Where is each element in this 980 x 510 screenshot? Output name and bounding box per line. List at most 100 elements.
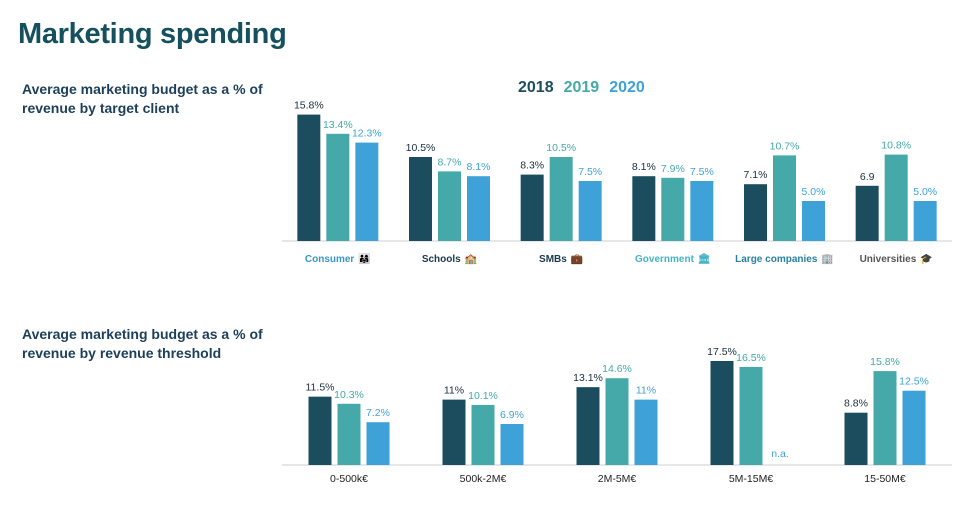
data-label-2018: 13.1% xyxy=(573,372,603,384)
category-label-text: 0-500k€ xyxy=(330,473,368,485)
bar-2020 xyxy=(902,390,926,465)
category-label-text: 2M-5M€ xyxy=(598,473,637,485)
bar-2018 xyxy=(632,176,656,241)
data-label-2018: 17.5% xyxy=(707,346,737,358)
data-label-2020: 8.1% xyxy=(467,161,491,173)
bar-2020 xyxy=(634,399,658,465)
category-label: Government 🏛 xyxy=(635,253,711,265)
data-label-2019: 10.7% xyxy=(770,140,800,152)
category-label-text: 500k-2M€ xyxy=(460,473,507,485)
family-icon: 👨‍👩‍👧 xyxy=(358,252,370,265)
bar-2019 xyxy=(438,171,461,241)
bar-2019 xyxy=(605,378,629,465)
bar-2020 xyxy=(690,181,714,241)
bar-2018 xyxy=(308,396,332,465)
bar-2019 xyxy=(471,404,495,465)
bar-2019 xyxy=(326,133,350,241)
chart-1-title: Average marketing budget as a % of reven… xyxy=(22,81,263,116)
bar-2020 xyxy=(913,201,937,241)
bar-2020 xyxy=(366,422,390,465)
data-label-2018: 8.1% xyxy=(632,161,656,173)
data-label-2020: 7.5% xyxy=(578,166,602,178)
bar-2018 xyxy=(297,114,321,241)
data-label-2019: 10.8% xyxy=(881,140,911,152)
bar-2019 xyxy=(873,371,897,465)
category-label-text: Large companies xyxy=(735,254,818,265)
office-building-icon: 🏢 xyxy=(821,253,833,265)
data-label-2019: 10.1% xyxy=(468,390,498,402)
chart-2-title: Average marketing budget as a % of reven… xyxy=(22,326,263,361)
bar-2020 xyxy=(467,176,490,241)
bar-2019 xyxy=(661,177,685,241)
data-label-2018: 10.5% xyxy=(406,142,436,154)
data-label-2020: 7.5% xyxy=(690,166,714,178)
bar-2018 xyxy=(442,399,466,465)
data-label-2019: 8.7% xyxy=(438,156,462,168)
bar-2019 xyxy=(884,154,908,241)
briefcase-icon: 💼 xyxy=(571,254,584,265)
category-label: Universities 🎓 xyxy=(860,253,933,265)
category-label-text: SMBs xyxy=(539,254,567,265)
data-label-2018: 8.3% xyxy=(520,160,544,172)
bar-2018 xyxy=(710,361,734,465)
category-label: Large companies 🏢 xyxy=(735,253,834,265)
legend-item-2018: 2018 xyxy=(518,79,554,96)
bar-2018 xyxy=(409,157,432,241)
data-label-2020: 12.3% xyxy=(352,128,382,140)
school-icon: 🏫 xyxy=(465,254,478,265)
data-label-2019: 13.4% xyxy=(323,119,353,131)
category-label: 15-50M€ xyxy=(864,473,906,485)
bar-2020 xyxy=(578,181,602,241)
bar-2018 xyxy=(520,174,544,241)
category-label-text: 15-50M€ xyxy=(864,473,906,485)
category-label-text: Universities xyxy=(860,254,917,265)
category-label-text: Government xyxy=(635,254,695,265)
data-label-2020: 12.5% xyxy=(899,376,929,388)
data-label-2020: 11% xyxy=(636,385,656,397)
data-label-2018: 6.9 xyxy=(860,171,875,183)
data-label-2020: 6.9% xyxy=(500,409,524,421)
legend-item-2019: 2019 xyxy=(563,79,600,96)
page-title: Marketing spending xyxy=(18,18,287,50)
legend-item-2020: 2020 xyxy=(609,79,645,96)
bar-2020 xyxy=(500,423,524,465)
data-label-2018: 7.1% xyxy=(744,169,768,181)
bar-2020 xyxy=(802,201,825,241)
category-label: 5M-15M€ xyxy=(729,473,774,485)
bar-2019 xyxy=(549,157,573,241)
data-label-2018: 15.8% xyxy=(294,100,324,112)
bar-2019 xyxy=(773,155,796,241)
data-label-2019: 10.5% xyxy=(546,142,576,154)
bar-2018 xyxy=(855,185,879,241)
data-label-2019: 7.9% xyxy=(661,163,685,175)
category-label: 2M-5M€ xyxy=(598,473,637,485)
bar-2020 xyxy=(355,142,379,241)
legend: 2018 2019 2020 xyxy=(518,79,645,97)
bar-2018 xyxy=(744,184,767,241)
data-label-2019: 15.8% xyxy=(870,356,900,368)
category-label: 500k-2M€ xyxy=(460,473,507,485)
category-label: SMBs 💼 xyxy=(539,254,584,265)
government-building-icon: 🏛 xyxy=(698,253,711,265)
data-label-2020: 5.0% xyxy=(802,186,826,198)
data-label-2020: n.a. xyxy=(771,448,789,460)
category-label: 0-500k€ xyxy=(330,473,368,485)
bar-2019 xyxy=(337,403,361,465)
category-label: Consumer 👨‍👩‍👧 xyxy=(305,252,371,265)
data-label-2019: 10.3% xyxy=(334,389,364,401)
category-label: Schools 🏫 xyxy=(422,254,478,265)
bar-2019 xyxy=(739,366,763,465)
data-label-2018: 11% xyxy=(444,385,464,397)
data-label-2019: 14.6% xyxy=(602,363,632,375)
data-label-2019: 16.5% xyxy=(736,352,766,364)
bar-2018 xyxy=(844,412,868,465)
data-label-2018: 8.8% xyxy=(844,398,868,410)
data-label-2018: 11.5% xyxy=(306,382,335,394)
category-label-text: Schools xyxy=(422,254,461,265)
data-label-2020: 5.0% xyxy=(913,186,937,198)
bar-2018 xyxy=(576,387,600,465)
data-label-2020: 7.2% xyxy=(366,407,390,419)
graduation-cap-icon: 🎓 xyxy=(920,253,932,265)
